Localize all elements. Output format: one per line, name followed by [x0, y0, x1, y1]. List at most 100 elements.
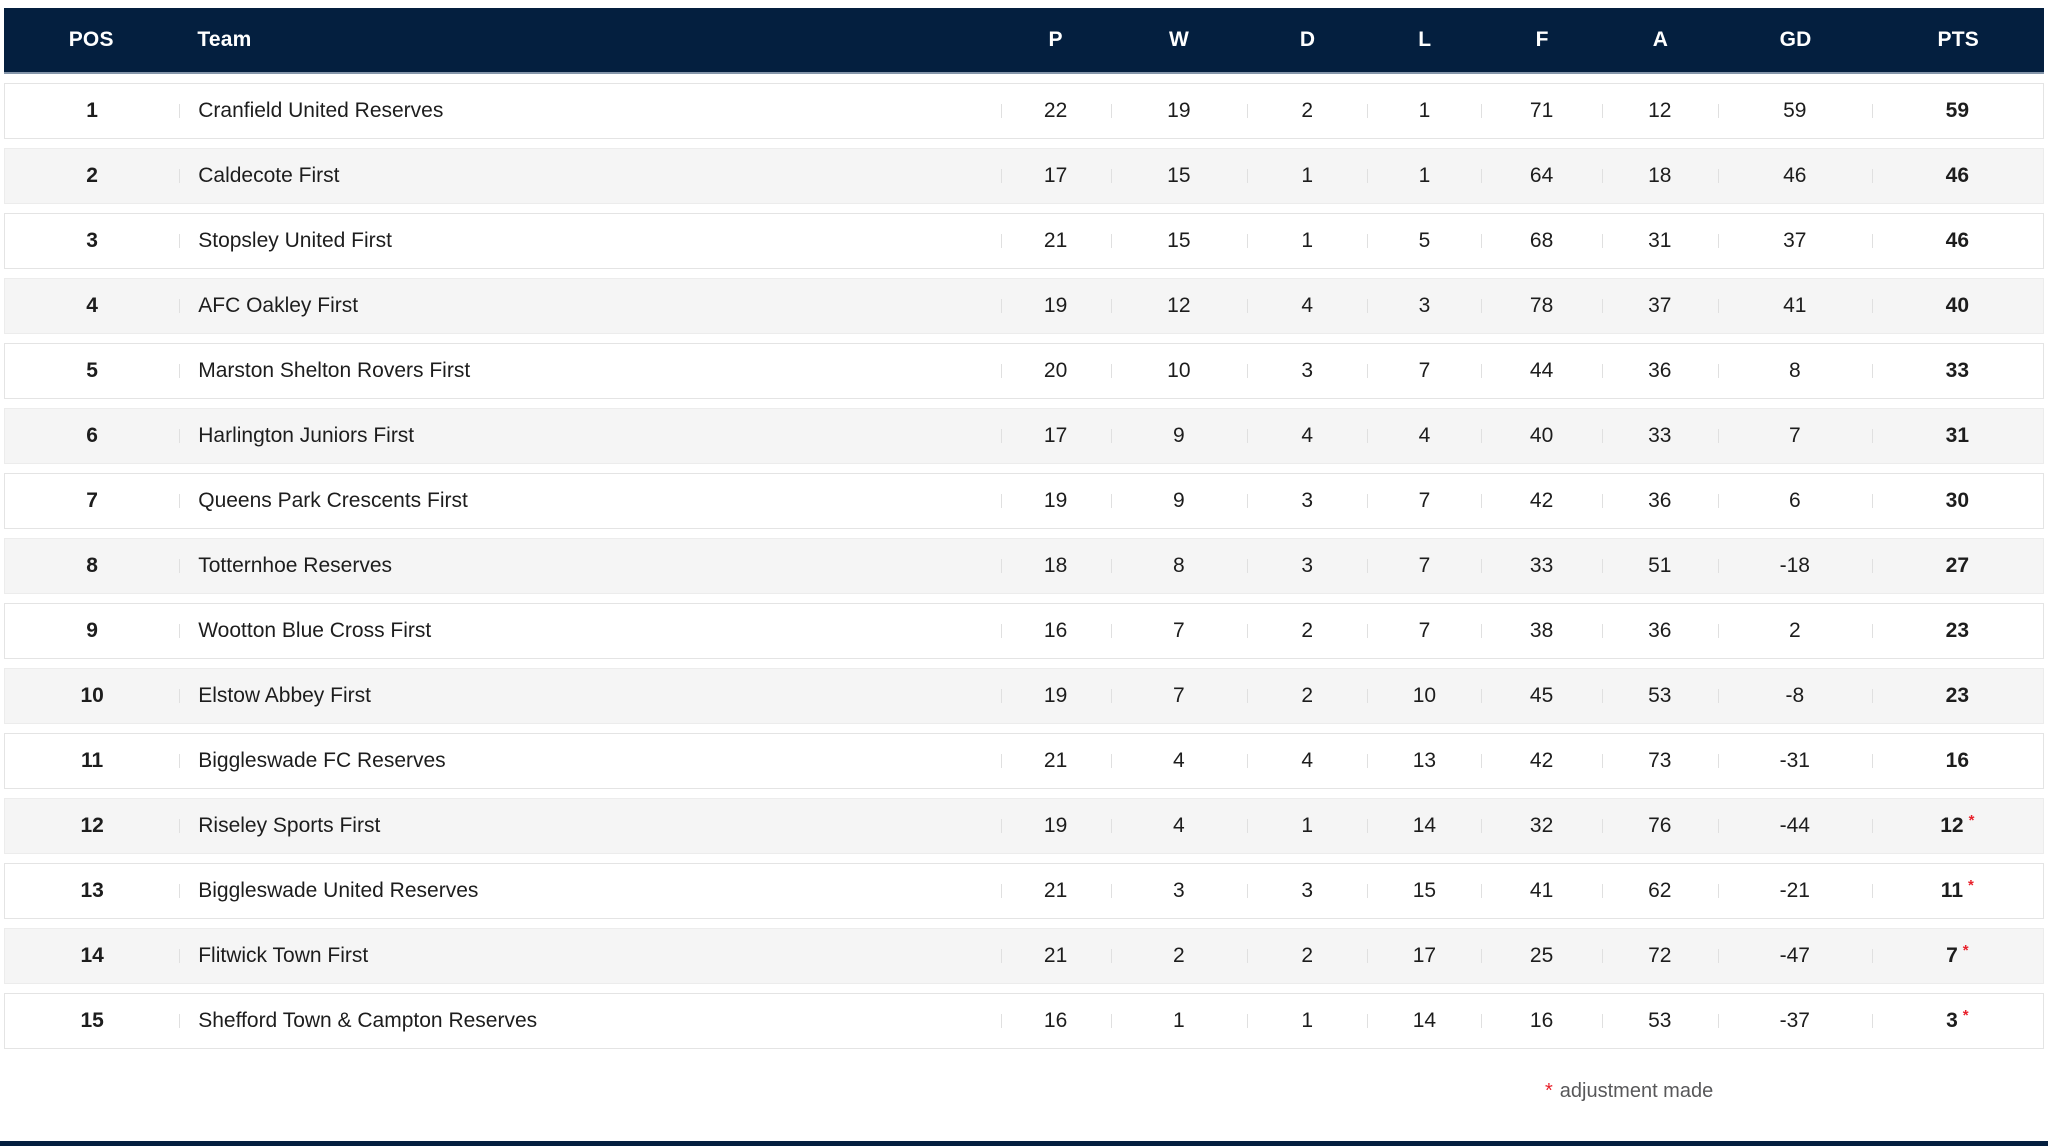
- won-cell: 9: [1110, 489, 1248, 513]
- goal-diff-cell: -47: [1717, 944, 1872, 968]
- lost-cell: 14: [1367, 814, 1481, 838]
- lost-cell: 7: [1367, 619, 1481, 643]
- won-cell: 9: [1110, 424, 1248, 448]
- col-header-played: P: [1048, 28, 1063, 51]
- won-cell: 8: [1110, 554, 1248, 578]
- won-cell: 10: [1110, 359, 1248, 383]
- goal-diff-cell: 37: [1717, 229, 1872, 253]
- won-cell: 4: [1110, 814, 1248, 838]
- table-header-row: POS Team P W D L F A GD PTS: [4, 8, 2044, 74]
- played-cell: 19: [1000, 814, 1111, 838]
- goal-diff-cell: 6: [1717, 489, 1872, 513]
- lost-cell: 7: [1367, 359, 1481, 383]
- lost-cell: 7: [1367, 489, 1481, 513]
- position-cell: 8: [86, 554, 98, 577]
- drawn-cell: 4: [1247, 294, 1367, 318]
- table-row: 13 Biggleswade United Reserves 21 3 3 15…: [4, 863, 2044, 919]
- goal-diff-cell: -8: [1717, 684, 1872, 708]
- position-cell: 4: [86, 294, 98, 317]
- team-name-cell: Harlington Juniors First: [179, 424, 1000, 448]
- played-cell: 19: [1000, 684, 1111, 708]
- goals-for-cell: 32: [1481, 814, 1601, 838]
- goals-against-cell: 51: [1601, 554, 1718, 578]
- goals-for-cell: 68: [1481, 229, 1601, 253]
- drawn-cell: 1: [1247, 1009, 1367, 1033]
- played-cell: 22: [1000, 99, 1111, 123]
- lost-cell: 1: [1367, 99, 1481, 123]
- drawn-cell: 4: [1247, 424, 1367, 448]
- points-value: 7: [1946, 944, 1958, 967]
- col-header-points: PTS: [1937, 28, 1979, 51]
- points-cell: 40*: [1871, 294, 2043, 318]
- position-cell: 9: [86, 619, 98, 642]
- drawn-cell: 2: [1247, 684, 1367, 708]
- won-cell: 4: [1110, 749, 1248, 773]
- position-cell: 5: [86, 359, 98, 382]
- asterisk-icon: *: [1545, 1080, 1553, 1102]
- col-header-pos: POS: [68, 28, 114, 51]
- played-cell: 18: [1000, 554, 1111, 578]
- points-cell: 46*: [1871, 229, 2043, 253]
- lost-cell: 15: [1367, 879, 1481, 903]
- position-cell: 1: [86, 99, 98, 122]
- goal-diff-cell: 8: [1717, 359, 1872, 383]
- points-value: 33: [1945, 359, 1969, 382]
- lost-cell: 14: [1367, 1009, 1481, 1033]
- goals-for-cell: 16: [1481, 1009, 1601, 1033]
- adjustment-asterisk-icon: *: [1968, 879, 1974, 894]
- drawn-cell: 2: [1247, 619, 1367, 643]
- drawn-cell: 4: [1247, 749, 1367, 773]
- points-cell: 33*: [1871, 359, 2043, 383]
- team-name-cell: Flitwick Town First: [179, 944, 1000, 968]
- points-value: 59: [1945, 99, 1969, 122]
- position-cell: 15: [80, 1009, 104, 1032]
- played-cell: 17: [1000, 424, 1111, 448]
- goals-for-cell: 64: [1481, 164, 1601, 188]
- points-value: 12: [1940, 814, 1964, 837]
- team-name-cell: Riseley Sports First: [179, 814, 1000, 838]
- goals-against-cell: 36: [1601, 489, 1718, 513]
- table-row: 4 AFC Oakley First 19 12 4 3 78 37 41 40…: [4, 278, 2044, 334]
- drawn-cell: 3: [1247, 879, 1367, 903]
- position-cell: 7: [86, 489, 98, 512]
- points-cell: 30*: [1871, 489, 2043, 513]
- goals-against-cell: 53: [1601, 1009, 1718, 1033]
- points-value: 40: [1945, 294, 1969, 317]
- team-name-cell: Biggleswade United Reserves: [179, 879, 1000, 903]
- won-cell: 15: [1110, 229, 1248, 253]
- goal-diff-cell: -21: [1717, 879, 1872, 903]
- points-cell: 7 *: [1871, 944, 2043, 968]
- table-row: 11 Biggleswade FC Reserves 21 4 4 13 42 …: [4, 733, 2044, 789]
- goals-against-cell: 62: [1601, 879, 1718, 903]
- position-cell: 6: [86, 424, 98, 447]
- points-cell: 59*: [1871, 99, 2043, 123]
- adjustment-asterisk-icon: *: [1968, 814, 1975, 829]
- goals-for-cell: 38: [1481, 619, 1601, 643]
- goals-against-cell: 18: [1601, 164, 1718, 188]
- points-cell: 3 *: [1871, 1009, 2043, 1033]
- team-name-cell: Wootton Blue Cross First: [179, 619, 1000, 643]
- team-name-cell: Biggleswade FC Reserves: [179, 749, 1000, 773]
- points-value: 30: [1945, 489, 1969, 512]
- points-value: 46: [1945, 229, 1969, 252]
- team-name-cell: Elstow Abbey First: [179, 684, 1000, 708]
- table-row: 5 Marston Shelton Rovers First 20 10 3 7…: [4, 343, 2044, 399]
- goals-against-cell: 76: [1601, 814, 1718, 838]
- goals-for-cell: 45: [1481, 684, 1601, 708]
- points-cell: 23*: [1871, 684, 2043, 708]
- footnote-text: adjustment made: [1559, 1080, 1714, 1102]
- lost-cell: 10: [1367, 684, 1481, 708]
- goals-against-cell: 33: [1601, 424, 1718, 448]
- goals-for-cell: 41: [1481, 879, 1601, 903]
- position-cell: 12: [80, 814, 104, 837]
- won-cell: 19: [1110, 99, 1248, 123]
- drawn-cell: 3: [1247, 554, 1367, 578]
- points-cell: 46*: [1871, 164, 2043, 188]
- position-cell: 2: [86, 164, 98, 187]
- drawn-cell: 3: [1247, 489, 1367, 513]
- table-row: 3 Stopsley United First 21 15 1 5 68 31 …: [4, 213, 2044, 269]
- table-row: 15 Shefford Town & Campton Reserves 16 1…: [4, 993, 2044, 1049]
- adjustment-asterisk-icon: *: [1962, 944, 1969, 959]
- table-row: 6 Harlington Juniors First 17 9 4 4 40 3…: [4, 408, 2044, 464]
- position-cell: 10: [80, 684, 104, 707]
